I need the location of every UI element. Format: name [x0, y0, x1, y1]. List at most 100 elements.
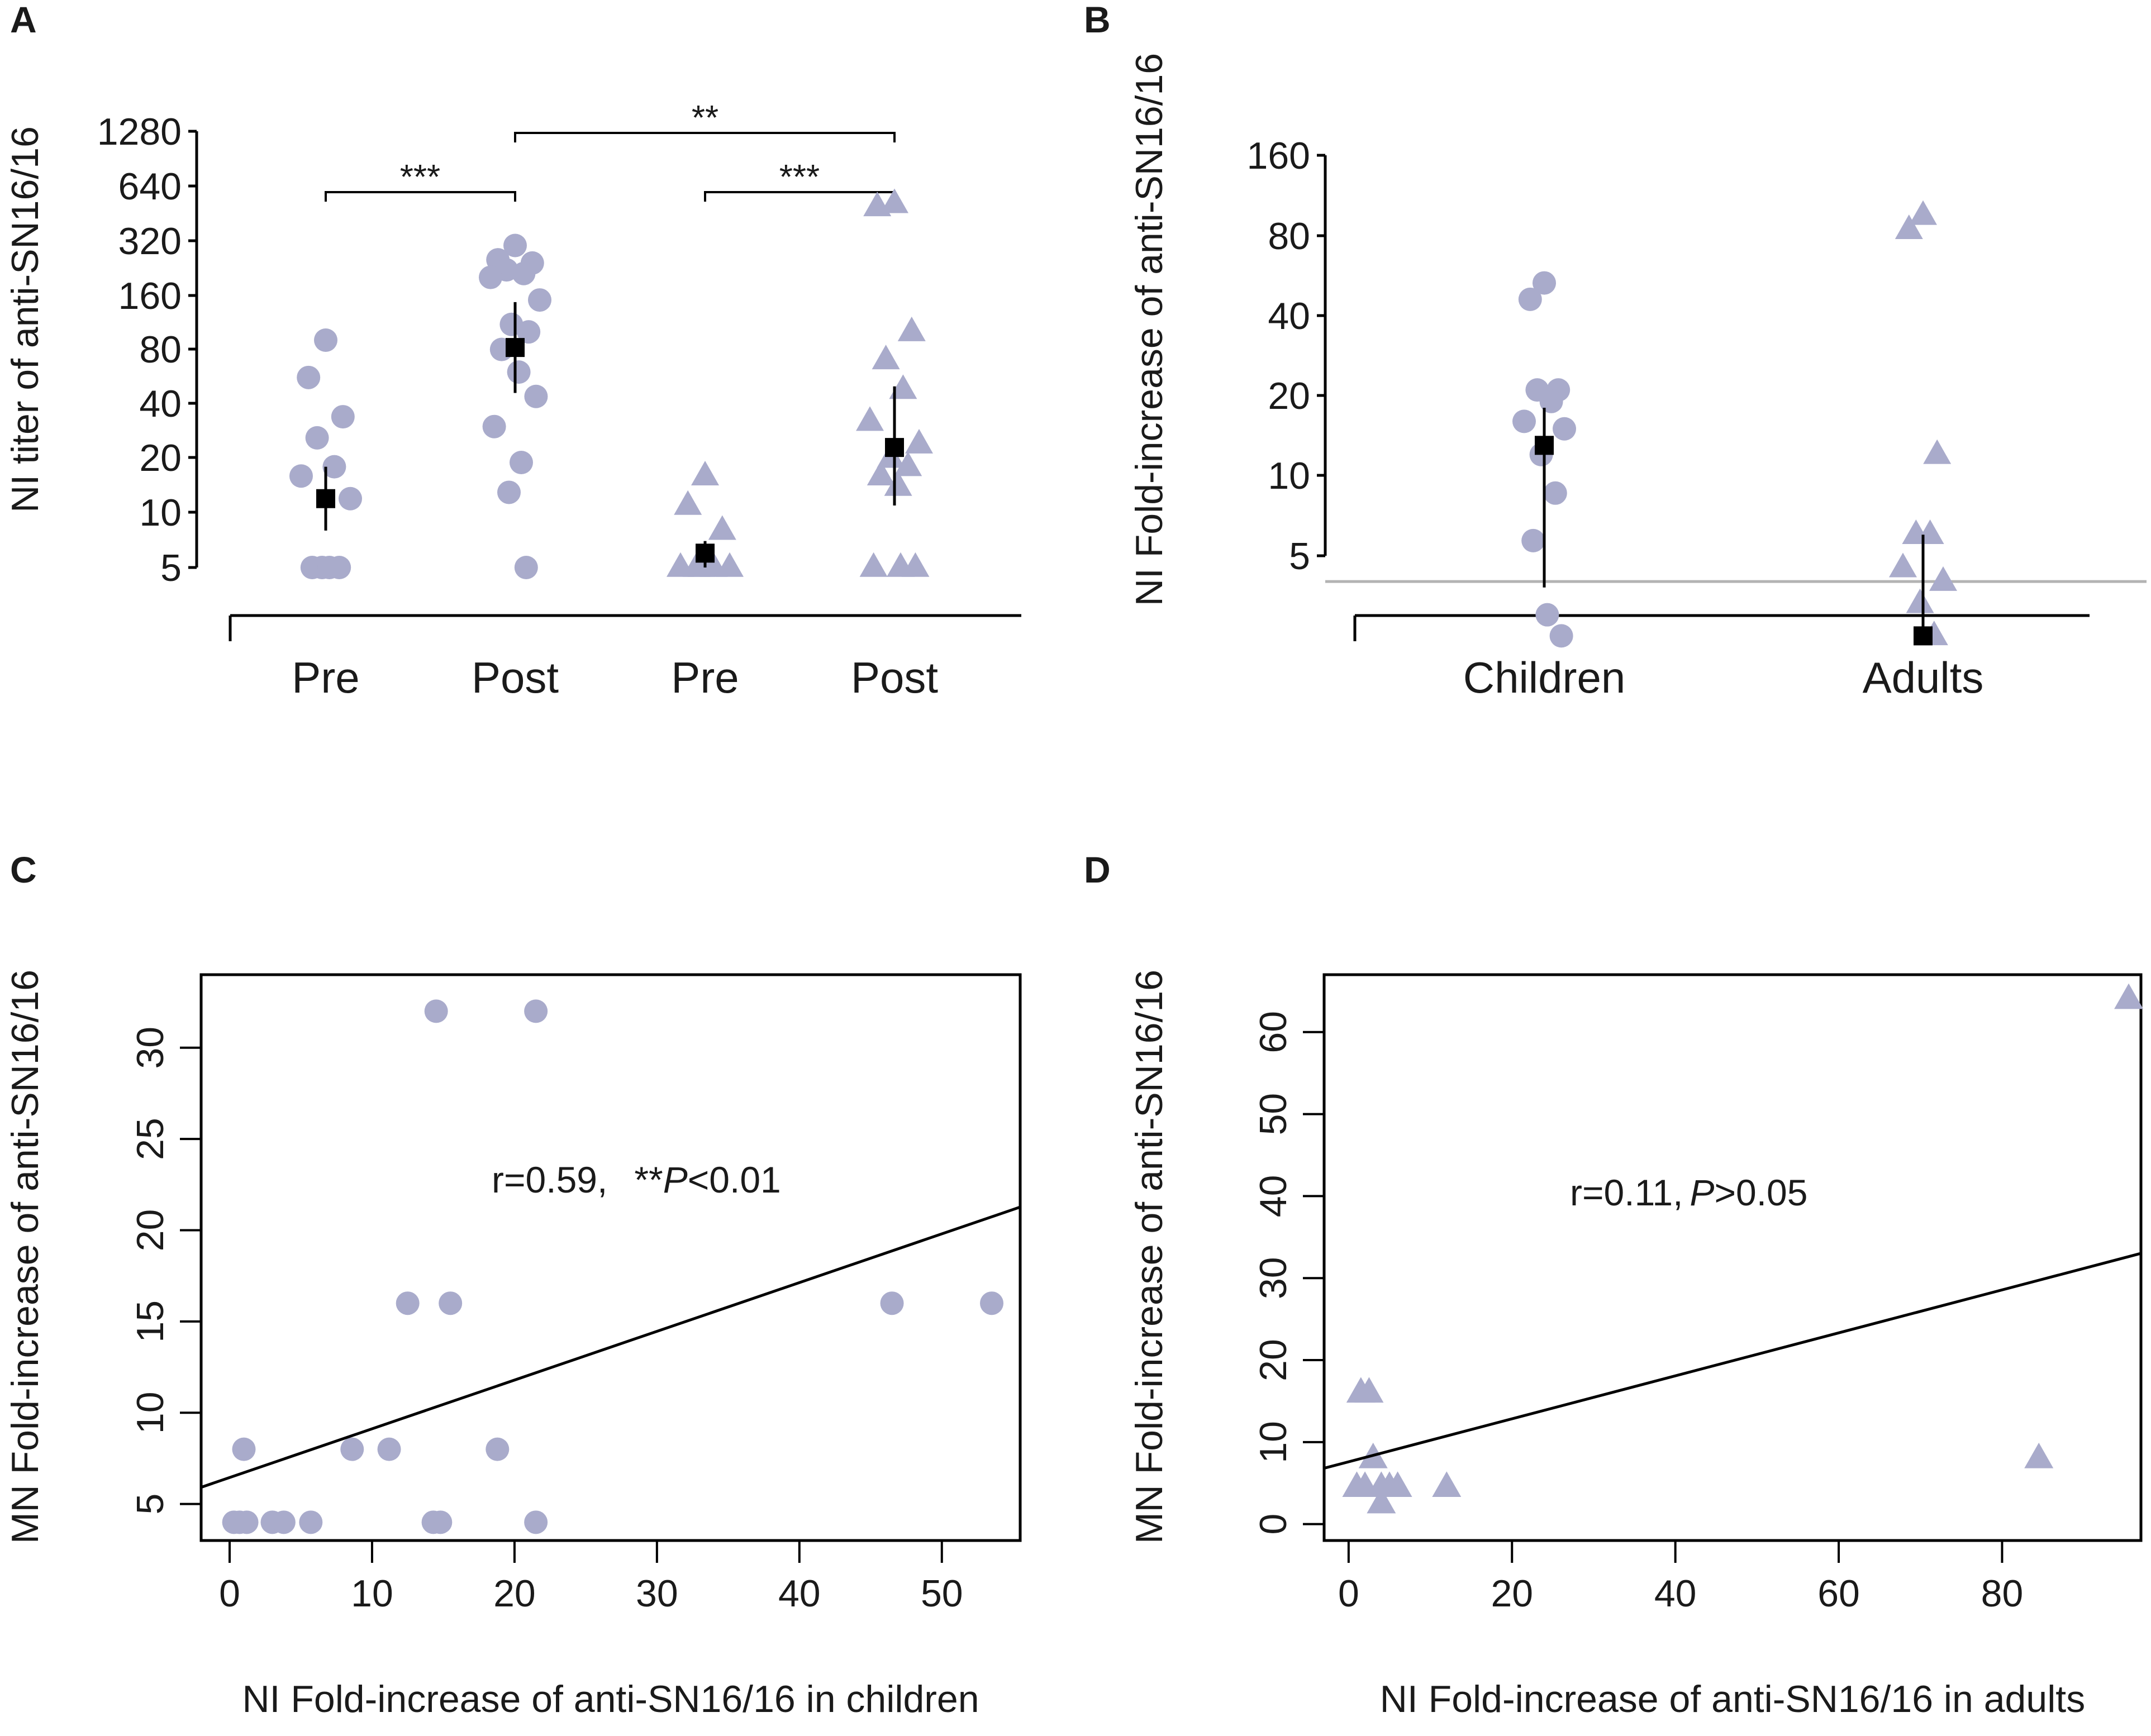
a-data-point — [512, 261, 536, 285]
a-group-mean-marker — [316, 489, 335, 508]
c-data-point — [396, 1291, 420, 1315]
a-ytick-label: 320 — [118, 220, 182, 263]
panel-b-label: B — [1084, 0, 1111, 40]
b-data-point — [1539, 389, 1563, 413]
d-data-point — [2024, 1442, 2054, 1468]
b-data-point — [1923, 439, 1952, 464]
b-data-point — [1929, 566, 1957, 591]
a-bracket-post-post — [514, 132, 896, 142]
a-data-point — [514, 556, 538, 579]
panel-b-categories: Children Adults — [1463, 653, 1984, 702]
b-group-mean-marker — [1914, 626, 1933, 646]
panel-c-ticks: 0 10 20 30 40 50 5 10 15 20 25 30 — [129, 1027, 963, 1615]
panel-d-plot-frame — [1322, 973, 2143, 1542]
c-annotation-stars: ** — [634, 1159, 663, 1200]
c-regression-line — [201, 1205, 1021, 1489]
d-y-axis-label: MN Fold-increase of anti-SN16/16 — [1128, 970, 1170, 1544]
d-xtick-label: 20 — [1491, 1572, 1533, 1615]
b-ytick-label: 40 — [1268, 295, 1310, 337]
b-data-point — [1512, 409, 1536, 433]
a-data-point — [687, 552, 716, 577]
panel-b-y-ticks: 5 10 20 40 80 160 — [1247, 135, 1310, 578]
c-xtick-label: 0 — [219, 1572, 240, 1615]
panel-b: B 5 10 20 40 80 160 NI Fold-increase of … — [1084, 0, 2147, 702]
a-data-point — [887, 552, 915, 577]
a-data-point — [317, 556, 341, 579]
panel-c-label: C — [10, 849, 37, 890]
a-category-label: Post — [851, 653, 938, 702]
a-data-point — [528, 288, 551, 312]
c-xtick-label: 40 — [778, 1572, 821, 1615]
a-ytick-label: 1280 — [97, 111, 182, 153]
d-regression-line — [1324, 1252, 2142, 1470]
c-xtick-label: 50 — [921, 1572, 963, 1615]
a-ytick-label: 10 — [139, 492, 182, 534]
c-data-point — [429, 1510, 453, 1534]
a-data-point — [867, 460, 895, 485]
b-data-point — [1543, 481, 1567, 505]
a-data-point — [322, 455, 346, 479]
b-data-point — [1533, 271, 1556, 295]
b-data-point — [1909, 200, 1937, 225]
d-data-point — [1432, 1471, 1462, 1497]
a-ytick-label: 20 — [139, 437, 182, 479]
b-ytick-label: 160 — [1247, 135, 1310, 177]
a-data-point — [889, 374, 917, 399]
a-data-point — [881, 188, 908, 213]
d-data-point — [1383, 1471, 1412, 1497]
c-ytick-label: 25 — [129, 1118, 172, 1160]
c-correlation-annotation: r=0.59, **P<0.01 — [492, 1159, 781, 1200]
a-ytick-label: 80 — [139, 328, 182, 371]
a-data-point — [497, 480, 521, 504]
a-data-point — [905, 428, 933, 454]
a-category-label: Pre — [292, 653, 359, 702]
c-data-point — [340, 1437, 364, 1461]
a-data-point — [859, 552, 888, 577]
panel-c-plot-frame — [199, 973, 1022, 1542]
a-data-point — [297, 365, 321, 389]
a-group-mean-marker — [506, 338, 525, 357]
c-data-point — [235, 1510, 259, 1534]
a-ytick-label: 640 — [118, 165, 182, 208]
d-xtick-label: 0 — [1338, 1572, 1359, 1615]
c-data-point — [524, 999, 548, 1023]
d-ytick-label: 40 — [1252, 1175, 1295, 1218]
c-data-point — [272, 1510, 296, 1534]
panel-d-points — [1324, 983, 2144, 1514]
b-ytick-label: 10 — [1268, 455, 1310, 497]
a-data-point — [691, 460, 719, 485]
panel-c-points — [201, 999, 1021, 1534]
a-bracket-pre-post-children — [325, 191, 516, 202]
a-data-point — [897, 316, 926, 341]
d-annotation-p: P — [1690, 1172, 1714, 1213]
b-category-label: Adults — [1863, 653, 1984, 702]
d-ytick-label: 20 — [1252, 1339, 1295, 1381]
c-data-point — [486, 1437, 510, 1461]
a-ytick-label: 5 — [160, 547, 182, 589]
a-data-point — [300, 556, 324, 579]
c-ytick-label: 15 — [129, 1300, 172, 1343]
c-xtick-label: 10 — [351, 1572, 393, 1615]
c-annotation-r: r=0.59, — [492, 1159, 607, 1200]
a-data-point — [716, 552, 744, 577]
c-data-point — [439, 1291, 463, 1315]
d-ytick-label: 30 — [1252, 1257, 1295, 1299]
a-data-point — [667, 552, 694, 577]
a-category-label: Pre — [671, 653, 739, 702]
a-data-point — [863, 192, 892, 217]
a-data-point — [479, 265, 502, 289]
panel-a-categories: Pre Post Pre Post — [292, 653, 938, 702]
c-xtick-label: 30 — [636, 1572, 678, 1615]
a-data-point — [856, 406, 884, 431]
c-data-point — [524, 1510, 548, 1534]
c-ytick-label: 10 — [129, 1391, 172, 1434]
panel-d: D 0 20 40 60 80 0 10 20 30 40 50 60 NI Fold-increas… — [1084, 849, 2144, 1720]
c-data-point — [424, 999, 448, 1023]
b-ytick-label: 20 — [1268, 375, 1310, 417]
panel-a-label: A — [10, 0, 37, 40]
c-data-point — [232, 1437, 256, 1461]
a-data-point — [305, 426, 329, 450]
a-data-point — [510, 451, 533, 475]
c-data-point — [980, 1291, 1004, 1315]
panel-a-axes — [188, 130, 1021, 641]
